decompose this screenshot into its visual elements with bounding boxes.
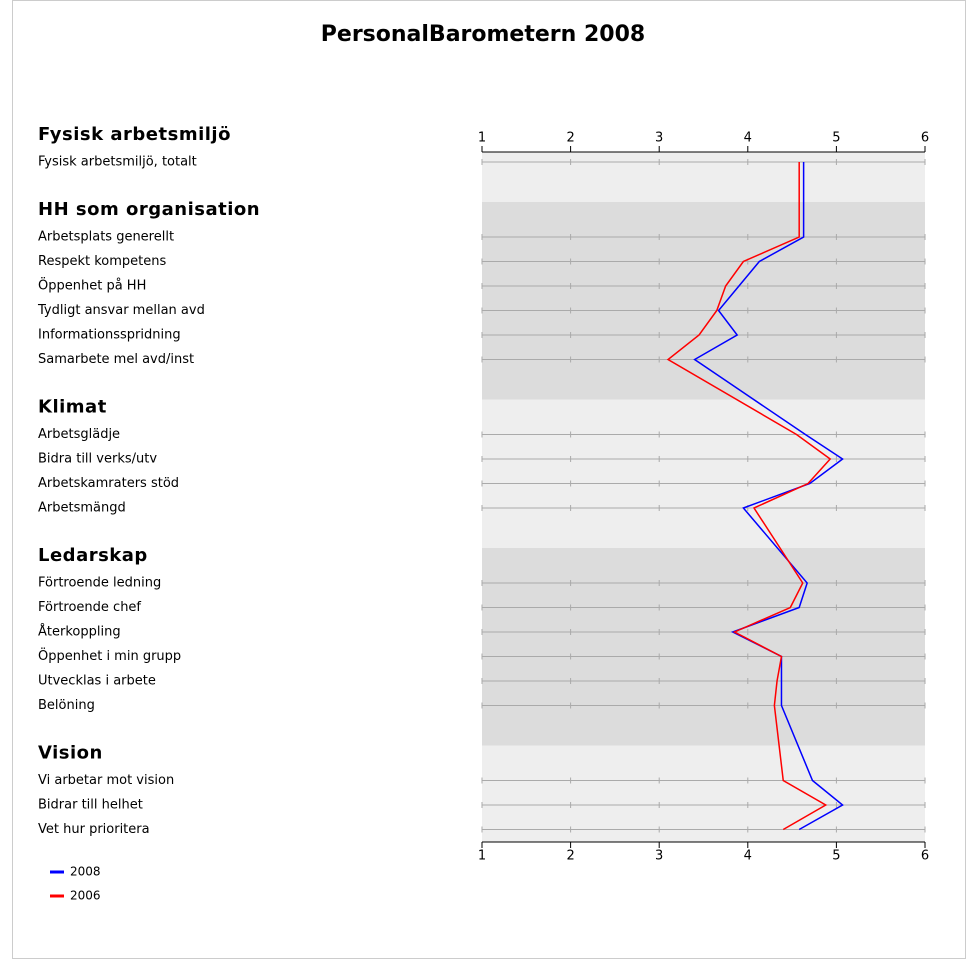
series-line: [693, 162, 844, 831]
legend-label: 2006: [70, 889, 101, 903]
x-tick-label: 4: [744, 849, 752, 864]
group-band: [482, 399, 925, 548]
x-tick-label: 6: [921, 131, 929, 146]
group-band: [482, 745, 925, 842]
category-label: Förtroende ledning: [38, 576, 161, 591]
x-tick-label: 3: [655, 849, 663, 864]
category-label: Arbetsmängd: [38, 501, 126, 516]
group-band: [482, 202, 925, 400]
group-label: Vision: [38, 743, 103, 764]
category-label: Bidra till verks/utv: [38, 452, 157, 467]
category-label: Vi arbetar mot vision: [38, 773, 174, 788]
category-label: Arbetsplats generellt: [38, 230, 174, 245]
x-tick-label: 1: [478, 849, 486, 864]
group-label: Fysisk arbetsmiljö: [38, 124, 231, 145]
group-band: [482, 152, 925, 202]
group-label: HH som organisation: [38, 199, 260, 220]
category-label: Öppenhet på HH: [38, 277, 146, 294]
category-label: Vet hur prioritera: [38, 822, 150, 837]
category-label: Förtroende chef: [38, 600, 141, 615]
legend-label: 2008: [70, 865, 101, 879]
category-label: Samarbete mel avd/inst: [38, 352, 194, 367]
category-label: Bidrar till helhet: [38, 798, 143, 813]
x-tick-label: 1: [478, 131, 486, 146]
x-tick-label: 5: [832, 849, 840, 864]
category-label: Respekt kompetens: [38, 254, 166, 269]
chart-title: PersonalBarometern 2008: [321, 22, 645, 47]
category-label: Informationsspridning: [38, 328, 181, 343]
x-tick-label: 2: [566, 131, 574, 146]
category-label: Arbetsglädje: [38, 427, 120, 442]
x-tick-label: 5: [832, 131, 840, 146]
category-label: Fysisk arbetsmiljö, totalt: [38, 155, 197, 170]
category-label: Tydligt ansvar mellan avd: [37, 303, 205, 318]
group-label: Ledarskap: [38, 545, 148, 566]
category-label: Återkoppling: [38, 624, 121, 640]
group-band: [482, 548, 925, 746]
x-tick-label: 6: [921, 849, 929, 864]
category-label: Utvecklas i arbete: [38, 674, 156, 689]
group-label: Klimat: [38, 397, 107, 418]
x-tick-label: 3: [655, 131, 663, 146]
category-label: Belöning: [38, 698, 95, 713]
x-tick-label: 4: [744, 131, 752, 146]
category-label: Öppenhet i min grupp: [38, 647, 181, 664]
series-line: [666, 162, 832, 831]
x-tick-label: 2: [566, 849, 574, 864]
category-label: Arbetskamraters stöd: [38, 476, 179, 491]
